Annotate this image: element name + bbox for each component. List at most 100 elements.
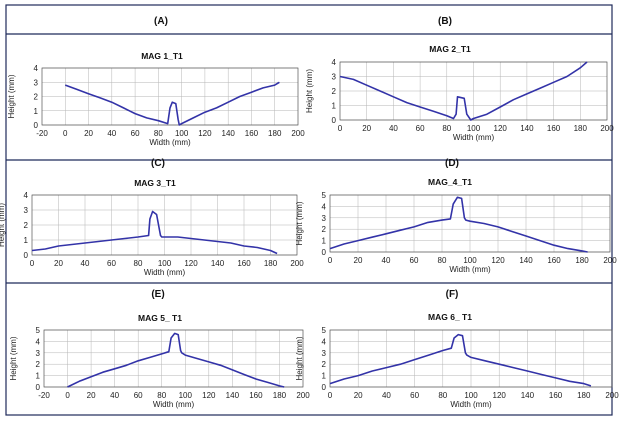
x-tick-label: 40	[389, 124, 398, 133]
x-tick-label: 60	[416, 124, 425, 133]
x-axis-label: Width (mm)	[453, 133, 495, 142]
chart-title: MAG 2_T1	[429, 44, 471, 54]
x-tick-label: 0	[328, 391, 333, 400]
y-tick-label: 4	[34, 64, 39, 73]
x-tick-label: 100	[463, 256, 477, 265]
x-tick-label: 140	[222, 129, 236, 138]
y-tick-label: 2	[332, 87, 337, 96]
y-tick-label: 2	[24, 221, 29, 230]
chart-6: MAG 6_ T1 0 1 2 3 4 5 0 20 40 60 80 100 120 140 160 180 2…	[295, 312, 619, 409]
series-line	[31, 210, 278, 255]
x-tick-label: 160	[249, 391, 263, 400]
x-tick-label: 140	[519, 256, 533, 265]
y-tick-label: 0	[322, 383, 327, 392]
y-tick-label: 2	[36, 360, 41, 369]
y-tick-label: 3	[332, 73, 337, 82]
x-tick-label: 120	[494, 124, 508, 133]
x-tick-label: 40	[81, 259, 90, 268]
y-tick-label: 2	[34, 93, 39, 102]
x-tick-label: 20	[362, 124, 371, 133]
x-tick-label: 160	[547, 256, 561, 265]
x-tick-label: 20	[354, 391, 363, 400]
x-tick-label: 0	[328, 256, 333, 265]
chart-title: MAG 5_ T1	[138, 313, 182, 323]
panel-label-f: (F)	[446, 289, 459, 300]
figure-outer-frame	[5, 4, 613, 416]
panel-label-a: (A)	[154, 16, 168, 27]
x-tick-label: 40	[110, 391, 119, 400]
chart-title: MAG_4_T1	[428, 177, 472, 187]
x-tick-label: 200	[600, 124, 614, 133]
x-axis-label: Width (mm)	[153, 400, 195, 409]
y-tick-label: 4	[322, 202, 327, 211]
series-line	[329, 333, 592, 387]
x-tick-label: 0	[30, 259, 35, 268]
panel-label-c: (C)	[151, 158, 165, 169]
series-line	[339, 61, 588, 121]
panel-label-d: (D)	[445, 158, 459, 169]
y-tick-label: 1	[332, 102, 337, 111]
y-tick-label: 3	[24, 206, 29, 215]
x-tick-label: 180	[273, 391, 287, 400]
x-tick-label: 80	[438, 256, 447, 265]
y-tick-label: 1	[36, 372, 41, 381]
plot-area	[339, 61, 608, 121]
y-tick-label: 1	[322, 372, 327, 381]
x-tick-label: 140	[226, 391, 240, 400]
x-tick-label: 20	[87, 391, 96, 400]
chart-title: MAG 3_T1	[134, 178, 176, 188]
x-tick-label: 100	[464, 391, 478, 400]
y-axis-label: Height (mm)	[7, 74, 16, 118]
x-tick-label: 140	[521, 391, 535, 400]
x-tick-label: 180	[264, 259, 278, 268]
x-tick-label: 200	[290, 259, 304, 268]
y-axis-label: Height (mm)	[9, 336, 18, 380]
y-tick-label: 4	[332, 58, 337, 67]
plot-area	[329, 194, 611, 253]
x-tick-label: -20	[36, 129, 48, 138]
x-tick-label: 80	[442, 124, 451, 133]
x-tick-label: 200	[291, 129, 305, 138]
x-tick-label: 120	[491, 256, 505, 265]
series-line	[67, 332, 285, 388]
y-tick-label: 3	[36, 349, 41, 358]
x-tick-label: 40	[382, 391, 391, 400]
x-tick-label: 180	[575, 256, 589, 265]
plot-area	[43, 329, 304, 388]
x-tick-label: 100	[467, 124, 481, 133]
x-tick-label: 40	[107, 129, 116, 138]
y-axis-label: Height (mm)	[295, 201, 304, 245]
plot-area	[31, 194, 298, 256]
x-tick-label: 100	[158, 259, 172, 268]
x-tick-label: 0	[65, 391, 70, 400]
x-tick-label: 60	[131, 129, 140, 138]
x-tick-label: 40	[382, 256, 391, 265]
x-tick-label: 140	[211, 259, 225, 268]
x-tick-label: 80	[134, 259, 143, 268]
x-tick-label: 160	[547, 124, 561, 133]
panel-label-b: (B)	[438, 16, 452, 27]
x-tick-label: 120	[493, 391, 507, 400]
y-tick-label: 0	[36, 383, 41, 392]
x-tick-label: 0	[338, 124, 343, 133]
x-tick-label: 60	[410, 391, 419, 400]
x-tick-label: 80	[157, 391, 166, 400]
x-axis-label: Width (mm)	[450, 400, 492, 409]
x-tick-label: 140	[520, 124, 534, 133]
y-tick-label: 4	[322, 337, 327, 346]
chart-4: MAG_4_T1 0 1 2 3 4 5 0 20 40 60 80 100 120 140 160 180 20…	[295, 177, 617, 274]
plot-area	[41, 67, 299, 126]
y-tick-label: 3	[322, 214, 327, 223]
y-tick-label: 5	[322, 326, 327, 335]
x-tick-label: 20	[84, 129, 93, 138]
y-tick-label: 4	[36, 337, 41, 346]
x-tick-label: 80	[438, 391, 447, 400]
x-tick-label: -20	[38, 391, 50, 400]
x-tick-label: 100	[179, 391, 193, 400]
x-tick-label: 60	[134, 391, 143, 400]
